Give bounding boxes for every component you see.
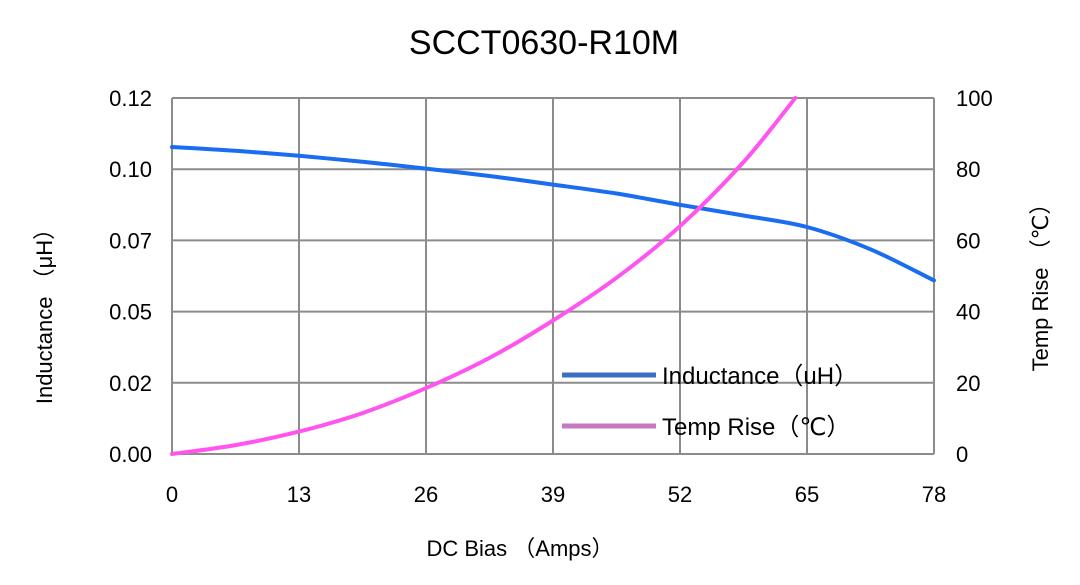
series-line-inductance <box>170 145 936 283</box>
x-tick-label: 13 <box>287 482 311 507</box>
legend: Inductance（uH） Temp Rise（℃） <box>562 363 858 441</box>
left-y-tick-label: 0.02 <box>109 371 152 396</box>
right-y-tick-label: 80 <box>956 157 980 182</box>
x-tick-label: 0 <box>166 482 178 507</box>
right-y-tick-label: 100 <box>956 86 993 111</box>
right-y-tick-labels: 0 20 40 60 80 100 <box>956 86 993 467</box>
left-y-tick-label: 0.05 <box>109 300 152 325</box>
series-line-temp-rise <box>170 96 798 456</box>
x-tick-label: 26 <box>414 482 438 507</box>
left-y-tick-label: 0.00 <box>109 442 152 467</box>
left-y-tick-label: 0.10 <box>109 157 152 182</box>
plot-grid <box>171 97 935 455</box>
legend-label-inductance: Inductance（uH） <box>662 363 858 390</box>
right-y-axis-label: Temp Rise （℃） <box>1028 193 1053 372</box>
chart-title: SCCT0630-R10M <box>409 24 679 62</box>
x-tick-label: 52 <box>668 482 692 507</box>
left-y-tick-label: 0.07 <box>109 228 152 253</box>
left-y-tick-labels: 0.00 0.02 0.05 0.07 0.10 0.12 <box>109 86 152 467</box>
x-axis-label: DC Bias （Amps） <box>426 536 613 561</box>
series-lines <box>170 96 936 456</box>
right-y-tick-label: 0 <box>956 442 968 467</box>
left-y-axis-label: Inductance （μH） <box>32 218 57 404</box>
left-y-tick-label: 0.12 <box>109 86 152 111</box>
right-y-tick-label: 60 <box>956 228 980 253</box>
x-tick-label: 78 <box>922 482 946 507</box>
legend-label-temp-rise: Temp Rise（℃） <box>662 414 850 441</box>
x-tick-label: 65 <box>795 482 819 507</box>
right-y-tick-label: 20 <box>956 371 980 396</box>
x-tick-label: 39 <box>541 482 565 507</box>
x-tick-labels: 0 13 26 39 52 65 78 <box>166 482 946 507</box>
right-y-tick-label: 40 <box>956 300 980 325</box>
